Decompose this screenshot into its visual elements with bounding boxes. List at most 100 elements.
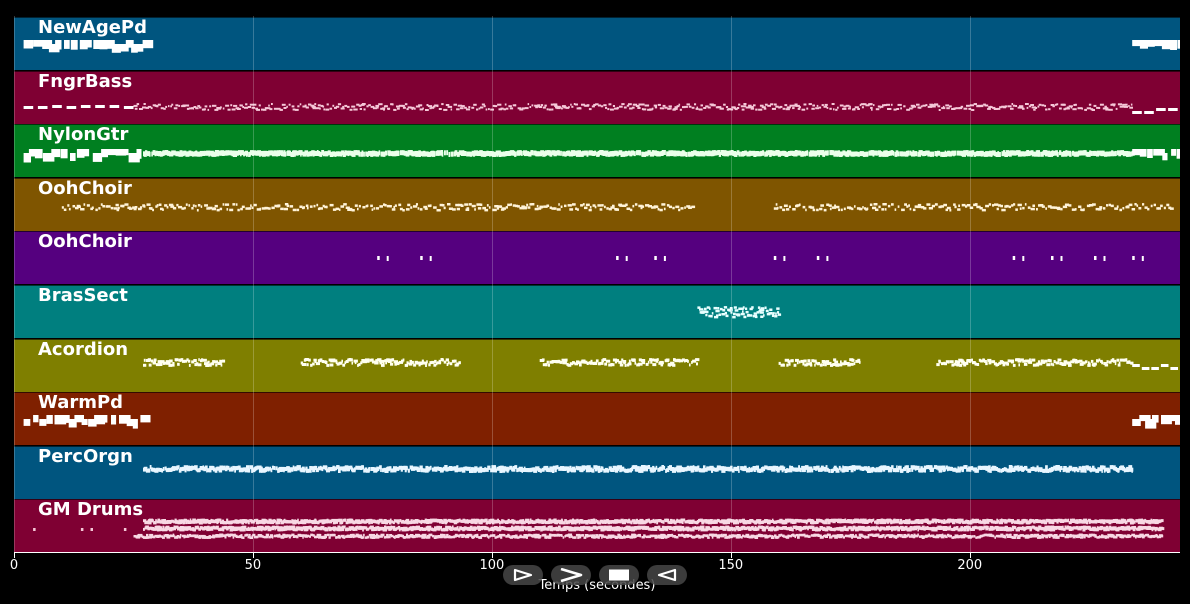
note (177, 521, 181, 525)
note (515, 204, 519, 207)
note (180, 521, 183, 525)
note (605, 106, 608, 109)
note (840, 208, 843, 211)
note (1001, 520, 1004, 524)
note (713, 526, 718, 530)
track-lane[interactable]: WarmPd (14, 392, 1180, 446)
note (1113, 359, 1117, 363)
note (529, 521, 532, 525)
note (184, 521, 186, 525)
track-lane[interactable]: Acordion (14, 338, 1180, 392)
note (581, 526, 584, 530)
note (463, 526, 467, 530)
note (380, 359, 385, 363)
note (583, 526, 586, 530)
note (162, 466, 165, 471)
track-lane[interactable]: PercOrgn (14, 445, 1180, 499)
note (124, 203, 129, 206)
note (498, 152, 502, 158)
note (389, 465, 392, 470)
note (465, 107, 471, 110)
note (629, 208, 633, 211)
note (445, 357, 449, 361)
note (782, 107, 786, 110)
note (1145, 419, 1157, 429)
note (207, 108, 210, 111)
note (719, 307, 723, 311)
note (182, 521, 185, 525)
note (670, 361, 675, 365)
note (1113, 466, 1116, 471)
note (485, 108, 488, 111)
note (37, 105, 48, 109)
note (227, 108, 231, 111)
note (218, 518, 222, 522)
note (797, 467, 802, 472)
note (1074, 466, 1078, 471)
track-lane[interactable]: OohChoir (14, 231, 1180, 285)
note (519, 206, 524, 210)
note (1117, 363, 1121, 367)
track-lane[interactable]: NylonGtr (14, 124, 1180, 178)
note (953, 151, 955, 157)
note (370, 358, 374, 362)
note (204, 520, 208, 524)
note (572, 518, 574, 522)
note (113, 206, 118, 210)
note (80, 528, 84, 532)
note (577, 527, 580, 531)
note (1066, 106, 1069, 109)
track-lane[interactable]: GM Drums (14, 499, 1180, 553)
note (800, 359, 804, 363)
note (297, 466, 300, 471)
note (444, 150, 446, 156)
note (842, 107, 847, 110)
note (249, 519, 253, 523)
note (440, 519, 443, 523)
note (540, 519, 544, 523)
note (324, 466, 328, 471)
note (181, 359, 186, 363)
track-lane[interactable]: OohChoir (14, 177, 1180, 231)
note (619, 520, 622, 524)
note (838, 362, 843, 366)
note (685, 152, 688, 158)
note (602, 357, 607, 361)
note (797, 526, 802, 530)
note (1152, 519, 1155, 523)
note (199, 106, 202, 109)
note (445, 103, 450, 106)
note (1082, 467, 1085, 472)
note (659, 360, 664, 364)
note (786, 363, 789, 367)
note (558, 202, 560, 206)
note (815, 361, 818, 365)
note (552, 465, 557, 470)
note (807, 358, 811, 362)
note (853, 361, 856, 365)
note (665, 468, 667, 473)
note (1048, 358, 1052, 362)
note (1107, 519, 1110, 523)
track-lane[interactable]: BrasSect (14, 285, 1180, 338)
note (621, 204, 627, 207)
note (488, 519, 492, 523)
note (503, 107, 506, 110)
note (315, 521, 318, 525)
note (527, 206, 531, 209)
note (642, 152, 647, 158)
note (938, 108, 941, 111)
note (1028, 150, 1031, 156)
note (776, 307, 780, 310)
track-lane[interactable]: NewAgePd (14, 17, 1180, 70)
note (560, 150, 562, 156)
note (868, 465, 870, 470)
track-lane[interactable]: FngrBass (14, 70, 1180, 124)
note (334, 521, 338, 525)
note (873, 202, 878, 206)
piano-roll-timeline[interactable]: NewAgePd FngrBass NylonGtr OohChoir OohChoir… (14, 16, 1180, 553)
note (677, 151, 680, 157)
note (928, 206, 933, 210)
note (389, 204, 392, 208)
note (734, 528, 737, 532)
